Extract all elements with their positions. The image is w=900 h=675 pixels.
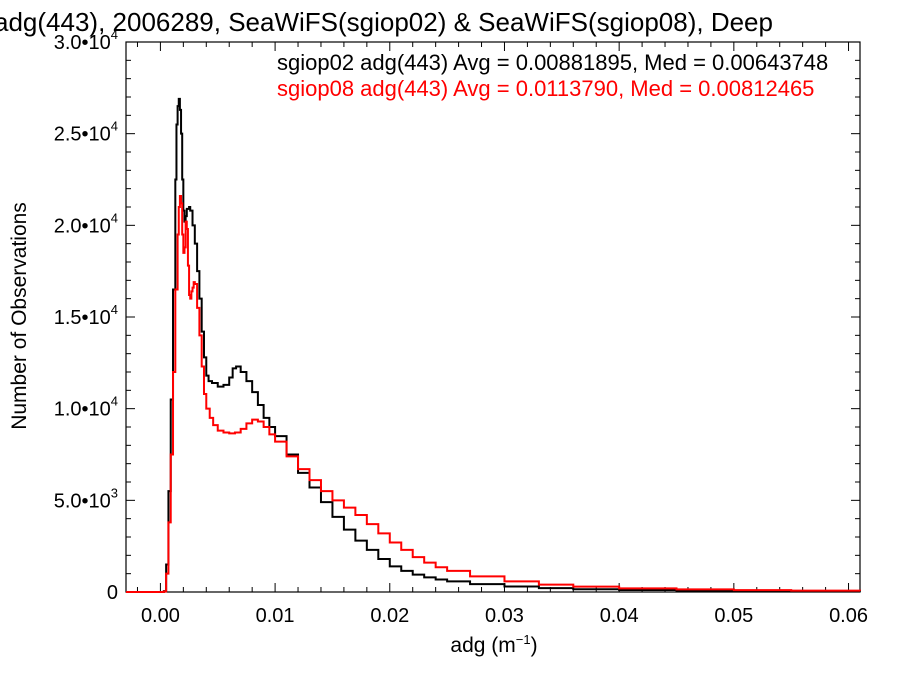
plot-area: 0.00 0.01 0.02 0.03 0.04 0.05 0.06 0 5.0•103 1.0… [54,27,868,627]
x-axis: 0.00 0.01 0.02 0.03 0.04 0.05 0.06 [136,42,868,627]
series-line-sgiop08 [126,195,861,593]
y-axis: 0 5.0•103 1.0•104 1.5•104 2.0•104 2.5•104 3.0•… [54,27,860,604]
annotation-sgiop02: sgiop02 adg(443) Avg = 0.00881895, Med =… [277,50,828,75]
x-tick-label: 0.04 [600,605,639,627]
y-tick-label: 2.5•104 [54,119,118,146]
series-line-sgiop02 [126,97,861,593]
x-tick-label: 0.03 [485,605,524,627]
x-tick-label: 0.00 [141,605,180,627]
x-axis-label: adg (m−1) [450,632,537,657]
y-tick-label: 1.5•104 [54,302,118,329]
x-tick-label: 0.06 [829,605,868,627]
series-layer [126,97,861,593]
y-tick-label: 5.0•103 [54,485,118,512]
x-tick-label: 0.02 [370,605,409,627]
x-tick-label: 0.05 [714,605,753,627]
y-tick-label: 1.0•104 [54,394,118,421]
chart-title: adg(443), 2006289, SeaWiFS(sgiop02) & Se… [0,7,773,37]
y-tick-label: 2.0•104 [54,210,118,237]
y-tick-label: 0 [107,582,118,604]
x-tick-label: 0.01 [256,605,295,627]
y-tick-label: 3.0•104 [54,27,118,54]
annotation-sgiop08: sgiop08 adg(443) Avg = 0.0113790, Med = … [277,76,814,101]
plot-frame [125,41,861,593]
y-axis-label: Number of Observations [8,202,31,430]
